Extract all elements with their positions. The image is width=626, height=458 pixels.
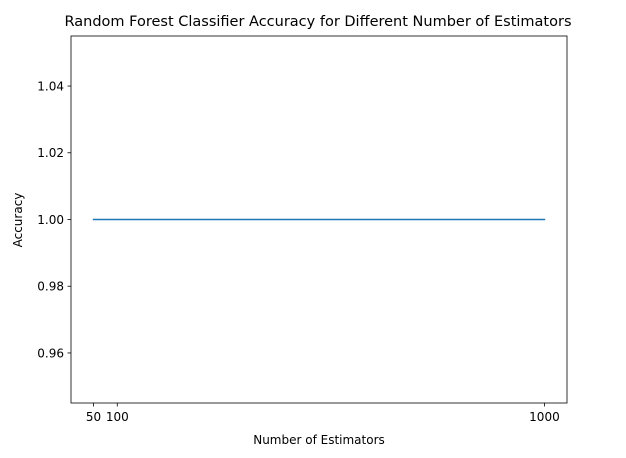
y-tick-label: 1.00	[37, 213, 64, 227]
y-tick-label: 0.96	[37, 346, 64, 360]
x-axis-label: Number of Estimators	[253, 433, 385, 447]
y-tick-label: 1.04	[37, 79, 64, 93]
y-axis-label: Accuracy	[11, 193, 25, 248]
y-axis: 0.96 0.98 1.00 1.02 1.04	[37, 79, 71, 360]
x-tick-label: 100	[106, 410, 129, 424]
x-tick-label: 50	[86, 410, 101, 424]
chart-title: Random Forest Classifier Accuracy for Di…	[64, 14, 571, 30]
x-axis: 50 100 1000	[86, 403, 560, 424]
x-tick-label: 1000	[529, 410, 560, 424]
y-tick-label: 1.02	[37, 146, 64, 160]
y-tick-label: 0.98	[37, 280, 64, 294]
